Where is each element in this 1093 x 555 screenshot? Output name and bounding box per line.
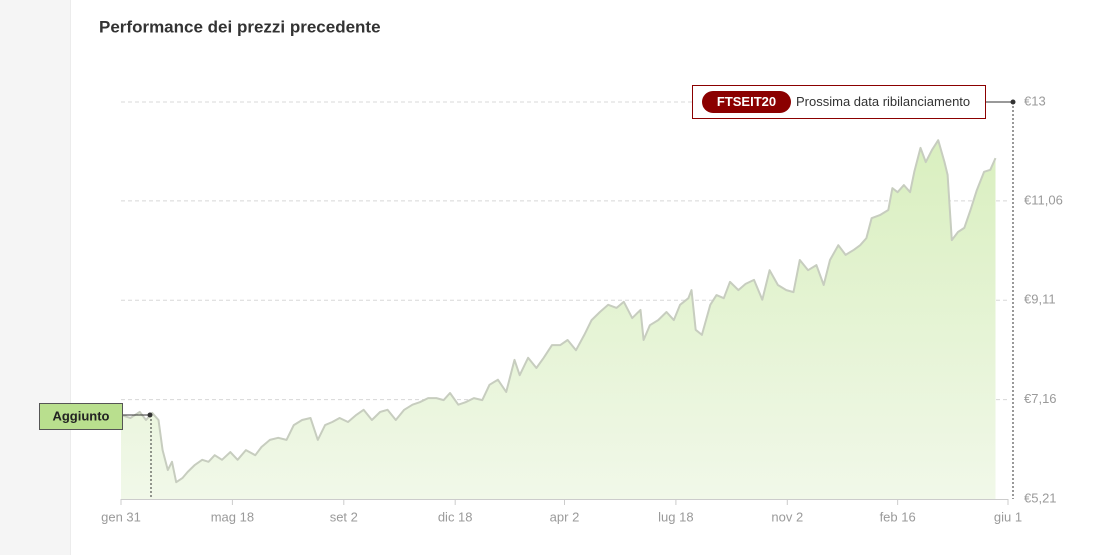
x-tick-label: dic 18 [438,509,473,524]
chart-title: Performance dei prezzi precedente [99,17,381,36]
y-tick-label: €13 [1024,93,1046,108]
annotation-label: Aggiunto [52,408,109,423]
y-tick-label: €7,16 [1024,391,1057,406]
annotation-label: Prossima data ribilanciamento [796,94,970,109]
anchor-dot [1010,99,1016,105]
x-tick-label: apr 2 [550,509,580,524]
x-tick-label: set 2 [330,509,358,524]
x-tick-label: mag 18 [211,509,254,524]
annotations: Aggiunto FTSEIT20 Prossima data ribilanc… [39,85,1016,499]
x-tick-label: feb 16 [880,509,916,524]
y-tick-label: €9,11 [1024,292,1056,307]
x-tick-label: giu 1 [994,509,1022,524]
index-pill [702,91,791,113]
x-tick-label: gen 31 [101,509,141,524]
anchor-dot [147,412,153,418]
annotation-box [39,403,123,430]
area [121,140,996,499]
x-tick-label: lug 18 [658,509,693,524]
x-tick-label: nov 2 [771,509,803,524]
y-tick-label: €5,21 [1024,490,1057,505]
index-label: FTSEIT20 [717,94,776,109]
y-tick-label: €11,06 [1024,192,1063,207]
line [120,139,997,484]
plot [120,139,997,499]
side-strip [0,0,71,555]
